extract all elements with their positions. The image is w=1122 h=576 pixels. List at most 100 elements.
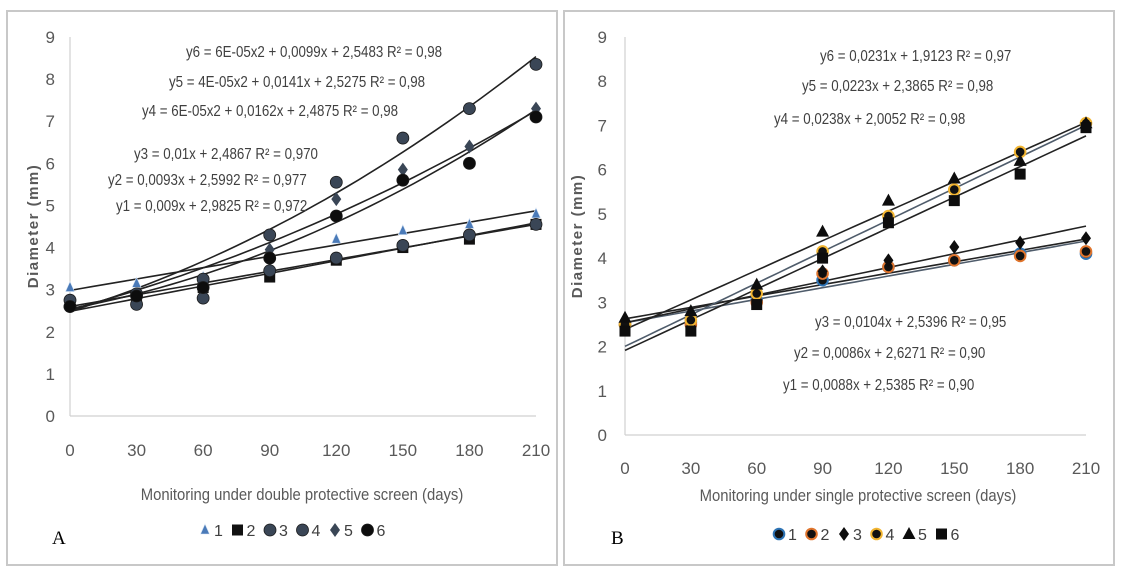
x-tick-label: 30 (681, 459, 700, 478)
legend-label-6: 6 (377, 523, 386, 540)
legend-label-5: 5 (918, 527, 927, 544)
trendline-equation-3: y3 = 0,01x + 2,4867 R² = 0,970 (134, 146, 318, 163)
y-tick-label: 7 (598, 116, 607, 135)
y-tick-label: 8 (46, 70, 55, 89)
x-tick-label: 90 (260, 441, 279, 460)
trendline-equation-6: y6 = 0,0231x + 1,9123 R² = 0,97 (820, 48, 1011, 65)
data-point-series-6 (529, 110, 543, 124)
trendline-series-5 (69, 109, 537, 311)
y-tick-label: 1 (46, 365, 55, 384)
trendline-series-4 (624, 124, 1087, 348)
panel-frame-b (563, 10, 1115, 566)
data-point-series-3 (883, 253, 894, 268)
trendline-equation-5: y5 = 4E-05x2 + 0,0141x + 2,5275 R² = 0,9… (169, 74, 425, 91)
legend-marker-5 (902, 527, 916, 539)
legend-marker-1 (772, 527, 786, 541)
panel-letter-a: A (52, 528, 66, 549)
trendline-series-6 (624, 135, 1087, 352)
y-tick-label: 8 (598, 72, 607, 91)
panel-letter-b: B (611, 528, 624, 549)
data-point-series-6 (1014, 168, 1026, 180)
data-point-series-6 (619, 325, 631, 337)
trendline-series-2 (624, 238, 1087, 320)
legend-label-2: 2 (247, 523, 256, 540)
y-tick-label: 3 (598, 293, 607, 312)
data-point-series-6 (196, 281, 210, 294)
trendline-series-5 (624, 121, 1087, 331)
y-tick-label: 4 (598, 249, 607, 268)
data-point-series-3 (949, 240, 960, 255)
y-tick-label: 7 (46, 112, 55, 131)
x-axis-title-b: Monitoring under single protective scree… (700, 487, 1017, 505)
legend-label-1: 1 (788, 527, 797, 544)
y-tick-label: 0 (46, 407, 55, 426)
data-point-series-6 (751, 299, 763, 311)
data-point-series-4 (750, 287, 764, 300)
legend-marker-3 (263, 523, 277, 537)
panel-frame-a (6, 10, 558, 566)
legend-label-6: 6 (951, 527, 960, 544)
legend-label-1: 1 (214, 523, 223, 540)
trendline-equation-2: y2 = 0,0086x + 2,6271 R² = 0,90 (794, 345, 985, 362)
data-point-series-1 (464, 217, 475, 229)
legend-marker-4 (296, 523, 309, 537)
legend-marker-4 (870, 527, 883, 541)
data-point-series-2 (1079, 245, 1093, 258)
data-point-series-6 (685, 325, 697, 337)
data-point-series-2 (1013, 249, 1027, 263)
y-axis-title-a: Diameter (mm) (25, 164, 42, 289)
trendline-equation-4: y4 = 6E-05x2 + 0,0162x + 2,4875 R² = 0,9… (142, 103, 398, 120)
data-point-series-4 (463, 102, 476, 115)
data-point-series-1 (531, 207, 541, 219)
data-point-series-5 (816, 224, 830, 237)
legend-marker-6 (361, 523, 374, 537)
y-tick-label: 0 (598, 426, 607, 445)
data-point-series-1 (131, 276, 142, 288)
legend-label-3: 3 (853, 527, 862, 544)
data-point-series-5 (881, 193, 895, 206)
trendline-series-1 (69, 210, 537, 292)
data-point-series-2 (947, 254, 961, 267)
data-point-series-3 (1015, 235, 1026, 250)
y-tick-label: 3 (46, 281, 55, 300)
data-point-series-3 (529, 217, 543, 231)
data-point-series-5 (618, 310, 632, 323)
data-point-series-6 (63, 300, 77, 313)
trendline-equation-3: y3 = 0,0104x + 2,5396 R² = 0,95 (815, 314, 1006, 331)
data-point-series-3 (396, 239, 410, 252)
y-tick-label: 4 (46, 239, 55, 258)
trendline-series-4 (69, 55, 537, 312)
y-tick-label: 1 (598, 382, 607, 401)
y-tick-label: 2 (46, 323, 55, 342)
data-point-series-3 (1081, 231, 1091, 246)
data-point-series-6 (817, 252, 829, 264)
x-tick-label: 210 (1072, 459, 1100, 478)
legend-marker-1 (200, 523, 210, 535)
legend-label-5: 5 (344, 523, 353, 540)
chart-panel-a: 0 30 60 90 120 150 180 210 0 1 2 3 4 5 6 7 8 9 y1 = 0,009x… (46, 28, 551, 540)
y-tick-label: 6 (598, 161, 607, 180)
x-tick-label: 150 (940, 459, 968, 478)
data-point-series-5 (750, 277, 764, 290)
data-point-series-6 (463, 156, 476, 170)
legend-label-4: 4 (886, 527, 895, 544)
data-point-series-3 (817, 264, 828, 279)
data-point-series-6 (1080, 122, 1092, 134)
trendline-equation-4: y4 = 0,0238x + 2,0052 R² = 0,98 (774, 111, 965, 128)
x-tick-label: 180 (1006, 459, 1034, 478)
y-tick-label: 2 (598, 338, 607, 357)
x-tick-label: 0 (65, 441, 74, 460)
trendline-series-3 (69, 222, 537, 313)
data-point-series-6 (882, 217, 894, 229)
trendline-series-6 (69, 109, 537, 310)
y-tick-label: 5 (598, 205, 607, 224)
data-point-series-5 (331, 192, 342, 207)
data-point-series-1 (65, 280, 75, 292)
data-point-series-3 (329, 251, 343, 265)
data-point-series-6 (263, 251, 277, 265)
chart-panel-b: 0 30 60 90 120 150 180 210 0 1 2 3 4 5 6 7 8 9 y1 = 0,0088… (598, 28, 1101, 544)
data-point-series-3 (463, 228, 476, 242)
legend-marker-2 (805, 527, 818, 541)
legend-marker-3 (839, 527, 849, 541)
